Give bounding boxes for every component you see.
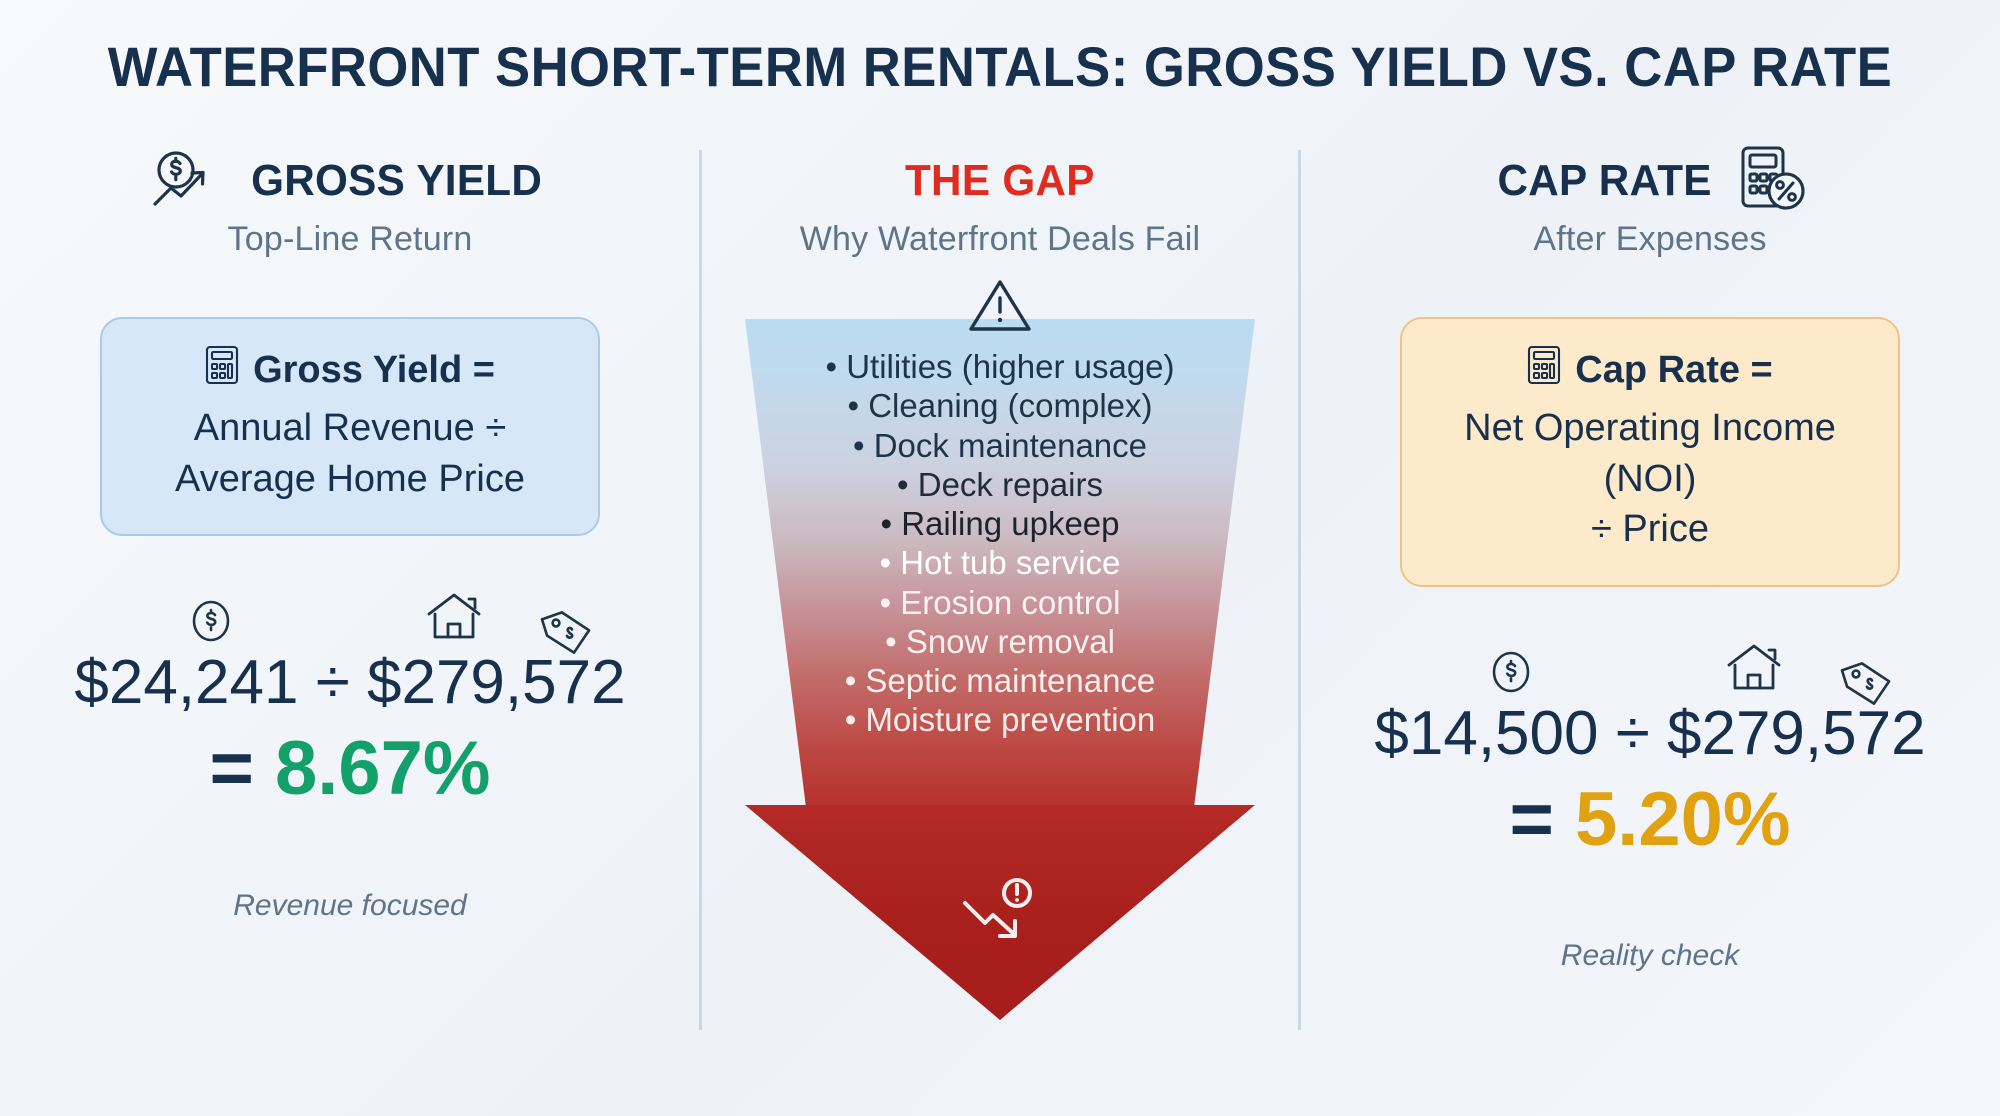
cap-rate-title: CAP RATE xyxy=(1497,156,1713,205)
page-title: WATERFRONT SHORT-TERM RENTALS: GROSS YIE… xyxy=(107,35,1893,98)
gross-yield-subtitle: Top-Line Return xyxy=(227,220,473,258)
divider-left xyxy=(699,150,702,1030)
cap-rate-header: CAP RATE xyxy=(1493,146,1806,212)
cap-rate-formula-heading: Cap Rate = xyxy=(1575,348,1773,391)
gross-yield-title-block: GROSS YIELD xyxy=(245,156,548,206)
cap-rate-equals: = xyxy=(1509,776,1554,862)
gross-yield-equals: = xyxy=(209,726,254,812)
funnel-body-shape xyxy=(745,319,1255,809)
column-gross-yield: GROSS YIELD Top-Line Return xyxy=(0,150,700,1080)
expense-funnel: • Utilities (higher usage) • Cleaning (c… xyxy=(700,277,1300,1020)
cap-rate-formula-line-1: Net Operating Income (NOI) xyxy=(1464,407,1836,500)
list-item: • Railing upkeep xyxy=(880,505,1120,543)
list-item: • Hot tub service xyxy=(879,544,1121,582)
list-item: • Erosion control xyxy=(879,583,1121,621)
declining-trend-alert-icon xyxy=(959,873,1041,954)
cap-rate-result: = 5.20% xyxy=(1370,776,1930,862)
gross-yield-calc-icons xyxy=(70,593,630,655)
list-item: • Snow removal xyxy=(885,622,1115,660)
cap-rate-caption: Reality check xyxy=(1560,939,1740,973)
house-icon xyxy=(1725,643,1783,698)
cap-rate-formula-box: Cap Rate = Net Operating Income (NOI) ÷ … xyxy=(1400,317,1900,587)
cap-rate-formula-line-2: ÷ Price xyxy=(1591,508,1709,551)
dollar-trend-up-icon xyxy=(151,149,229,214)
columns-container: GROSS YIELD Top-Line Return xyxy=(0,146,2000,1080)
gross-yield-caption: Revenue focused xyxy=(233,888,467,922)
gross-yield-formula-line-2: Average Home Price xyxy=(175,457,525,500)
cap-rate-title-block: CAP RATE xyxy=(1493,156,1716,206)
gross-yield-formula-heading: Gross Yield = xyxy=(253,348,495,391)
cap-rate-value: 5.20% xyxy=(1575,776,1791,862)
calculator-percent-icon xyxy=(1733,144,1807,219)
gross-yield-title: GROSS YIELD xyxy=(251,156,543,205)
gross-yield-formula-box: Gross Yield = Annual Revenue ÷ Average H… xyxy=(100,317,600,537)
cap-rate-calculation: $14,500 ÷ $279,572 = 5.20% xyxy=(1370,644,1930,862)
cap-rate-expression: $14,500 ÷ $279,572 xyxy=(1374,698,1926,768)
house-icon xyxy=(425,592,483,647)
list-item: • Utilities (higher usage) xyxy=(825,348,1175,385)
warning-triangle-icon xyxy=(967,277,1033,340)
gross-yield-expression: $24,241 ÷ $279,572 xyxy=(74,648,626,718)
calculator-icon xyxy=(1527,345,1561,395)
column-the-gap: THE GAP Why Waterfront Deals Fail • Util… xyxy=(700,150,1300,1080)
gross-yield-formula-heading-row: Gross Yield = xyxy=(122,345,578,395)
gross-yield-header: GROSS YIELD xyxy=(151,150,548,212)
cap-rate-subtitle: After Expenses xyxy=(1533,220,1767,258)
divider-right xyxy=(1298,150,1301,1030)
cap-rate-formula-heading-row: Cap Rate = xyxy=(1422,345,1878,395)
expense-list: • Utilities (higher usage) • Cleaning (c… xyxy=(700,347,1300,740)
list-item: • Dock maintenance xyxy=(852,426,1148,464)
the-gap-subtitle: Why Waterfront Deals Fail xyxy=(799,220,1201,258)
the-gap-title: THE GAP xyxy=(905,156,1095,205)
dollar-coin-icon xyxy=(1488,649,1534,700)
calculator-icon xyxy=(205,345,239,395)
price-tag-icon xyxy=(540,610,592,663)
column-cap-rate: CAP RATE xyxy=(1300,146,2000,1080)
gross-yield-value: 8.67% xyxy=(275,726,491,812)
list-item: • Septic maintenance xyxy=(844,662,1156,700)
list-item: • Deck repairs xyxy=(897,465,1103,503)
the-gap-header: THE GAP xyxy=(901,150,1099,212)
cap-rate-calc-icons xyxy=(1370,644,1930,705)
gross-yield-formula-line-1: Annual Revenue ÷ xyxy=(193,407,507,449)
list-item: • Cleaning (complex) xyxy=(847,387,1153,425)
price-tag-icon xyxy=(1840,661,1892,714)
list-item: • Moisture prevention xyxy=(844,701,1156,739)
dollar-coin-icon xyxy=(188,598,234,649)
gross-yield-result: = 8.67% xyxy=(70,727,630,811)
gross-yield-calculation: $24,241 ÷ $279,572 = 8.67% xyxy=(70,593,630,811)
